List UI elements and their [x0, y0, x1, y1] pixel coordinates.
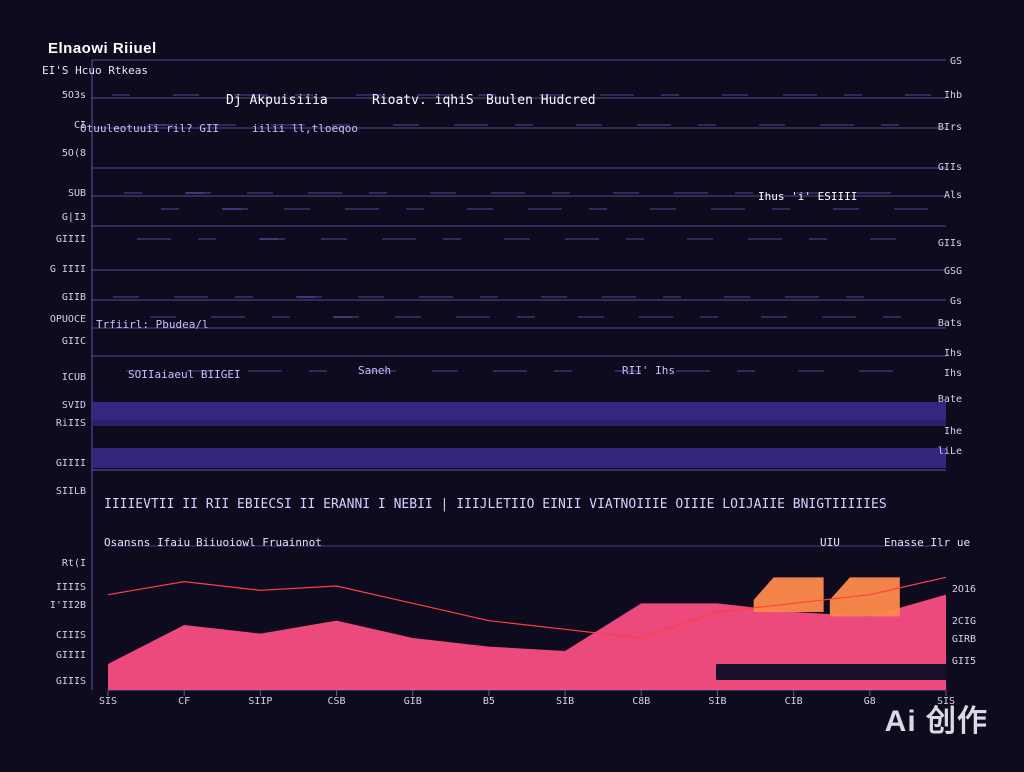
- lower-left-tick: GIIIS: [56, 676, 86, 687]
- upper-right-tick: GS: [950, 56, 962, 67]
- x-tick-label: C8B: [632, 696, 650, 707]
- upper-left-tick: OPUOCE: [50, 314, 86, 325]
- upper-right-tick: BIrs: [938, 122, 962, 133]
- x-tick-label: SIS: [99, 696, 117, 707]
- watermark-logo: Ai 创作: [884, 705, 988, 738]
- x-tick-label: G8: [864, 696, 876, 707]
- lower-left-tick: IIIIS: [56, 582, 86, 593]
- upper-row-annotation: Trfiirl: Pbudea/l: [96, 318, 209, 331]
- upper-row-annotation: Otuuleotuuii ril? GII: [80, 122, 219, 135]
- x-tick-label: CSB: [328, 696, 346, 707]
- lower-left-tick: GIIII: [56, 650, 86, 661]
- lower-header-mid: Biiuoiowl Fruainnot: [196, 536, 322, 549]
- upper-left-tick: SUB: [68, 188, 86, 199]
- upper-right-tick: Bate: [938, 394, 962, 405]
- upper-right-tick: Ihs: [944, 348, 962, 359]
- upper-left-tick: 5O(8: [62, 148, 86, 159]
- upper-left-tick: G IIII: [50, 264, 86, 275]
- upper-left-tick: GIIII: [56, 458, 86, 469]
- upper-left-tick: SIILB: [56, 486, 86, 497]
- upper-left-tick: RiIIS: [56, 418, 86, 429]
- x-tick-label: SIIP: [248, 696, 272, 707]
- dark-overlay-bar: [716, 664, 946, 680]
- upper-right-tick: GIIs: [938, 238, 962, 249]
- x-tick-label: SIB: [708, 696, 726, 707]
- upper-left-tick: GIIC: [62, 336, 86, 347]
- x-tick-label: SIB: [556, 696, 574, 707]
- upper-band: [92, 402, 946, 420]
- upper-row-label: Rioatv. iqhiS: [372, 93, 474, 108]
- upper-right-tick: Gs: [950, 296, 962, 307]
- upper-row-label: Dj Akpuisiiia: [226, 93, 328, 108]
- chart-title: Elnaowi Riiuel: [48, 40, 157, 57]
- area-series-orange: [753, 577, 900, 617]
- upper-row-label: Buulen Hudcred: [486, 93, 596, 108]
- upper-row-annotation: Ihus 'i' ESIIII: [758, 190, 857, 203]
- upper-right-tick: liLe: [938, 446, 962, 457]
- lower-header-right-short: UIU: [820, 536, 840, 549]
- upper-row-annotation: iilii ll,tloeqoo: [252, 122, 358, 135]
- lower-header-right: Enasse Ilr ue: [884, 536, 971, 549]
- chart-subtitle: EI'S Hcuo Rtkeas: [42, 64, 148, 77]
- lower-right-tick: 2CIG: [952, 616, 976, 627]
- upper-row-annotation: SOIIaiaeul BIIGEI: [128, 368, 241, 381]
- lower-left-tick: Rt(I: [62, 558, 86, 569]
- x-tick-label: B5: [483, 696, 495, 707]
- upper-right-tick: Ihs: [944, 368, 962, 379]
- lower-header-left: Osansns Ifaiu: [104, 536, 191, 549]
- x-tick-label: CIB: [785, 696, 803, 707]
- upper-left-tick: G|I3: [62, 212, 86, 223]
- line-series-red: [107, 576, 947, 639]
- upper-right-tick: Ihb: [944, 90, 962, 101]
- upper-right-tick: Ihe: [944, 426, 962, 437]
- upper-left-tick: GIIII: [56, 234, 86, 245]
- upper-left-tick: CI: [74, 120, 86, 131]
- upper-right-tick: Als: [944, 190, 962, 201]
- upper-left-tick: 5O3s: [62, 90, 86, 101]
- upper-row-annotation: RII' Ihs: [622, 364, 675, 377]
- lower-right-tick: GIRB: [952, 634, 976, 645]
- x-tick-label: CF: [178, 696, 190, 707]
- lower-left-tick: CIIIS: [56, 630, 86, 641]
- upper-band-2: [92, 448, 946, 468]
- x-tick-label: GIB: [404, 696, 422, 707]
- lower-left-tick: I'II2B: [50, 600, 86, 611]
- upper-left-tick: SVID: [62, 400, 86, 411]
- upper-right-tick: GIIs: [938, 162, 962, 173]
- x-tick-label: SIS: [937, 696, 955, 707]
- upper-left-tick: GIIB: [62, 292, 86, 303]
- lower-right-tick: 2O16: [952, 584, 976, 595]
- upper-band-shadow: [92, 420, 946, 426]
- upper-left-tick: ICUB: [62, 372, 86, 383]
- upper-banner: IIIIEVTII II RII EBIECSI II ERANNI I NEB…: [104, 497, 887, 512]
- upper-right-tick: GSG: [944, 266, 962, 277]
- upper-right-tick: Bats: [938, 318, 962, 329]
- lower-right-tick: GII5: [952, 656, 976, 667]
